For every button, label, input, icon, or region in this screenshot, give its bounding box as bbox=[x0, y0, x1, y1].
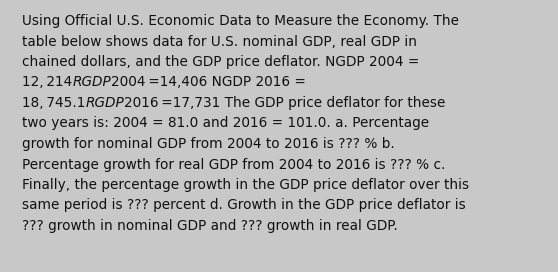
Text: Percentage growth for real GDP from 2004 to 2016 is ??? % c.: Percentage growth for real GDP from 2004… bbox=[22, 157, 445, 172]
Text: ??? growth in nominal GDP and ??? growth in real GDP.: ??? growth in nominal GDP and ??? growth… bbox=[22, 219, 398, 233]
Text: chained dollars, and the GDP price deflator. NGDP 2004 =: chained dollars, and the GDP price defla… bbox=[22, 55, 420, 69]
Text: table below shows data for U.S. nominal GDP, real GDP in: table below shows data for U.S. nominal … bbox=[22, 35, 417, 48]
Text: Finally, the percentage growth in the GDP price deflator over this: Finally, the percentage growth in the GD… bbox=[22, 178, 469, 192]
Text: 18, 745.1: 18, 745.1 bbox=[22, 96, 85, 110]
Text: 2016 =17,731 The GDP price deflator for these: 2016 =17,731 The GDP price deflator for … bbox=[124, 96, 445, 110]
Text: same period is ??? percent d. Growth in the GDP price deflator is: same period is ??? percent d. Growth in … bbox=[22, 199, 466, 212]
Text: RGDP: RGDP bbox=[72, 76, 111, 89]
Text: Using Official U.S. Economic Data to Measure the Economy. The: Using Official U.S. Economic Data to Mea… bbox=[22, 14, 459, 28]
Text: growth for nominal GDP from 2004 to 2016 is ??? % b.: growth for nominal GDP from 2004 to 2016… bbox=[22, 137, 395, 151]
Text: 12, 214: 12, 214 bbox=[22, 76, 72, 89]
Text: RGDP: RGDP bbox=[85, 96, 124, 110]
Text: two years is: 2004 = 81.0 and 2016 = 101.0. a. Percentage: two years is: 2004 = 81.0 and 2016 = 101… bbox=[22, 116, 429, 131]
Text: 2004 =14,406 NGDP 2016 =: 2004 =14,406 NGDP 2016 = bbox=[111, 76, 306, 89]
